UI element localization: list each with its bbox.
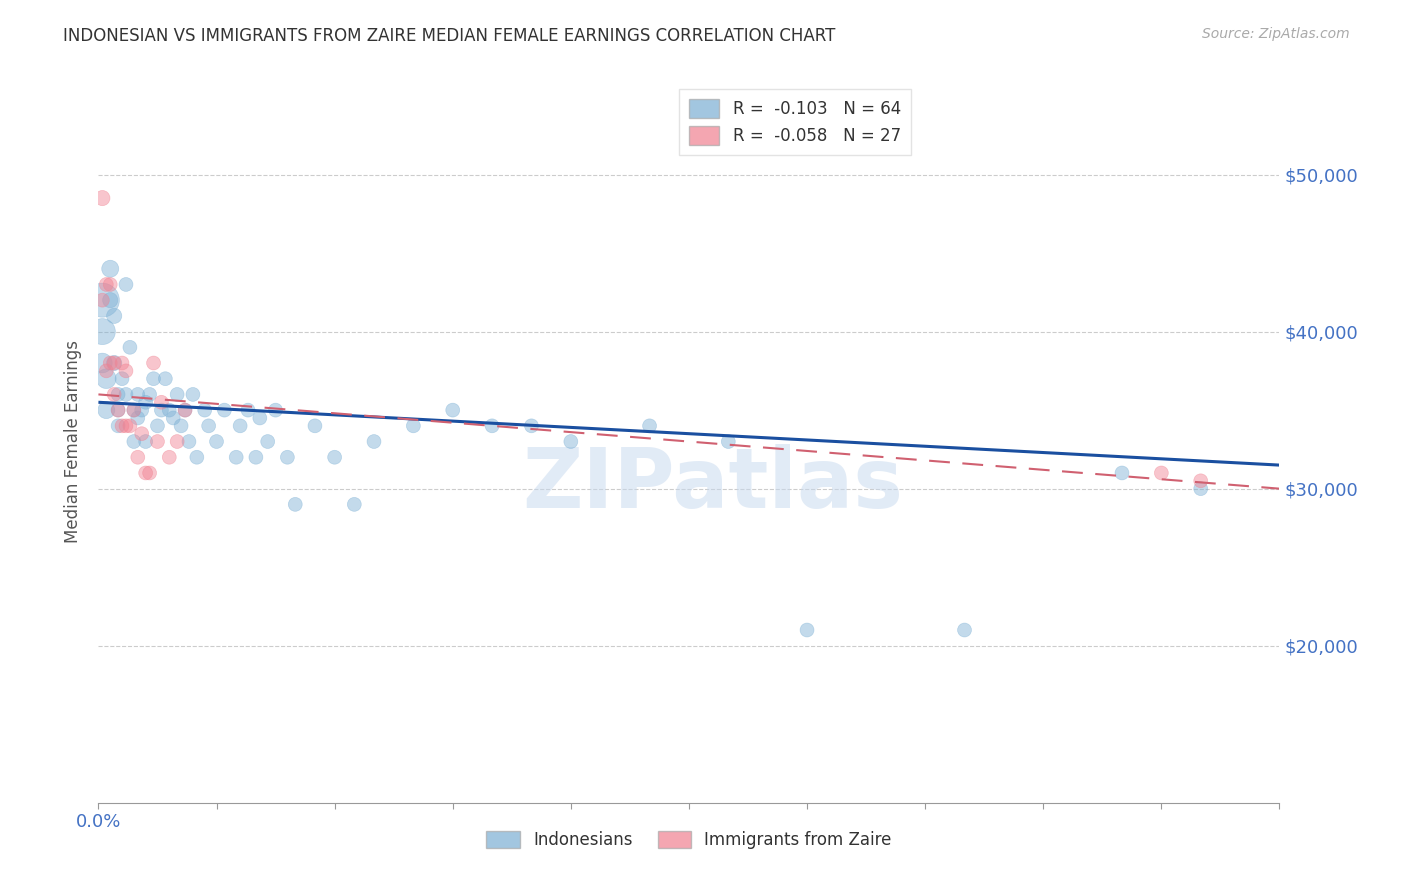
Point (118, 340, 141, 354)
Point (98, 293, 121, 308)
Point (256, 434, 278, 449)
Point (91, 293, 114, 308)
Point (111, 418, 134, 433)
Point (107, 418, 129, 433)
Point (170, 418, 193, 433)
Point (146, 418, 169, 433)
Point (197, 418, 219, 433)
Point (276, 450, 298, 465)
Point (1111, 466, 1133, 480)
Point (150, 403, 173, 417)
Text: INDONESIAN VS IMMIGRANTS FROM ZAIRE MEDIAN FEMALE EARNINGS CORRELATION CHART: INDONESIAN VS IMMIGRANTS FROM ZAIRE MEDI… (63, 27, 835, 45)
Point (214, 403, 236, 417)
Point (91, 293, 114, 308)
Legend: Indonesians, Immigrants from Zaire: Indonesians, Immigrants from Zaire (479, 824, 898, 856)
Point (150, 395, 173, 409)
Point (166, 387, 188, 401)
Point (560, 434, 582, 449)
Point (157, 450, 180, 465)
Point (245, 450, 267, 465)
Point (135, 466, 157, 480)
Point (127, 387, 149, 401)
Point (96, 403, 118, 417)
Point (103, 309, 125, 323)
Point (122, 403, 145, 417)
Point (363, 434, 385, 449)
Point (138, 387, 160, 401)
Point (111, 372, 134, 386)
Text: Source: ZipAtlas.com: Source: ZipAtlas.com (1202, 27, 1350, 41)
Point (481, 418, 503, 433)
Point (323, 450, 346, 465)
Point (157, 403, 180, 417)
Point (98, 261, 121, 276)
Point (1150, 466, 1173, 480)
Point (225, 450, 247, 465)
Point (135, 395, 157, 409)
Point (115, 277, 138, 292)
Point (142, 372, 165, 386)
Point (304, 418, 326, 433)
Point (264, 403, 287, 417)
Point (174, 403, 197, 417)
Point (249, 411, 271, 425)
Point (166, 434, 188, 449)
Point (115, 364, 138, 378)
Y-axis label: Median Female Earnings: Median Female Earnings (65, 340, 83, 543)
Point (103, 387, 125, 401)
Point (135, 434, 157, 449)
Point (96, 372, 118, 386)
Point (174, 403, 197, 417)
Point (796, 623, 818, 637)
Point (142, 356, 165, 370)
Point (162, 411, 184, 425)
Point (402, 418, 425, 433)
Point (236, 403, 259, 417)
Point (138, 466, 160, 480)
Point (520, 418, 543, 433)
Point (181, 387, 204, 401)
Point (103, 356, 125, 370)
Point (107, 403, 129, 417)
Point (284, 497, 307, 511)
Point (118, 418, 141, 433)
Point (115, 418, 138, 433)
Point (229, 418, 252, 433)
Point (1189, 474, 1212, 488)
Point (177, 434, 200, 449)
Point (111, 356, 134, 370)
Point (131, 403, 153, 417)
Point (186, 450, 208, 465)
Point (205, 434, 228, 449)
Point (122, 434, 145, 449)
Point (194, 403, 217, 417)
Point (441, 403, 464, 417)
Point (96, 364, 118, 378)
Point (115, 387, 138, 401)
Point (91, 325, 114, 339)
Point (146, 434, 169, 449)
Point (127, 450, 149, 465)
Point (96, 277, 118, 292)
Point (1189, 482, 1212, 496)
Point (98, 277, 121, 292)
Point (122, 403, 145, 417)
Point (155, 372, 177, 386)
Point (953, 623, 976, 637)
Point (91, 191, 114, 205)
Point (131, 426, 153, 441)
Text: ZIPatlas: ZIPatlas (522, 444, 903, 525)
Point (127, 411, 149, 425)
Point (638, 418, 661, 433)
Point (717, 434, 740, 449)
Point (91, 356, 114, 370)
Point (107, 387, 129, 401)
Point (98, 356, 121, 370)
Point (107, 403, 129, 417)
Point (103, 356, 125, 370)
Point (343, 497, 366, 511)
